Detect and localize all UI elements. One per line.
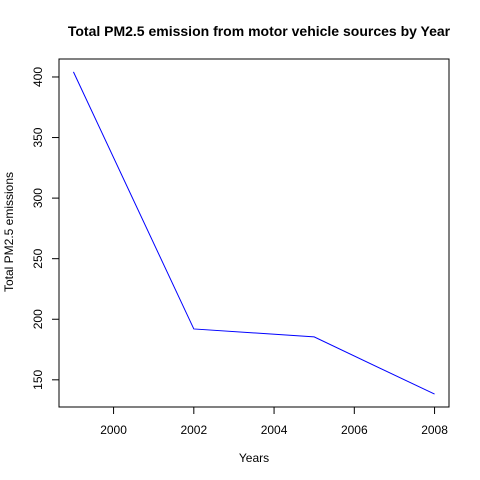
x-tick-label: 2006 — [341, 423, 368, 437]
x-tick-label: 2008 — [421, 423, 448, 437]
series-line-0 — [72, 71, 435, 395]
y-tick-label: 250 — [31, 248, 45, 268]
x-tick-label: 2002 — [180, 423, 207, 437]
y-axis: 150 200 250 300 350 400 — [31, 67, 60, 390]
series-layer — [72, 71, 435, 395]
x-tick-label: 2000 — [100, 423, 127, 437]
y-tick-label: 400 — [31, 67, 45, 87]
y-tick-label: 350 — [31, 127, 45, 147]
y-tick-label: 150 — [31, 369, 45, 389]
y-tick-label: 200 — [31, 309, 45, 329]
y-axis-title: Total PM2.5 emissions — [2, 172, 16, 292]
x-axis: 2000 2002 2004 2006 2008 — [100, 406, 448, 437]
chart-title: Total PM2.5 emission from motor vehicle … — [68, 23, 451, 39]
x-axis-title: Years — [239, 451, 269, 465]
y-tick-label: 300 — [31, 188, 45, 208]
x-tick-label: 2004 — [261, 423, 288, 437]
